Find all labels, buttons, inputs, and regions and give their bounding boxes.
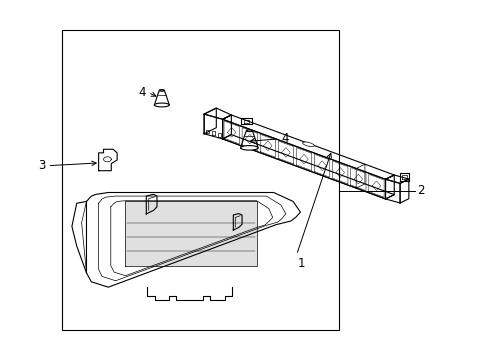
Text: 4: 4	[138, 86, 145, 99]
Bar	[62, 30, 339, 330]
Ellipse shape	[246, 130, 252, 132]
Ellipse shape	[154, 103, 169, 107]
Ellipse shape	[302, 142, 314, 147]
Ellipse shape	[240, 145, 258, 150]
Polygon shape	[125, 201, 256, 266]
Ellipse shape	[159, 90, 164, 91]
Text: 3: 3	[38, 159, 45, 172]
Text: 2: 2	[416, 184, 424, 197]
Text: 1: 1	[297, 257, 305, 270]
Text: 4: 4	[281, 132, 288, 145]
